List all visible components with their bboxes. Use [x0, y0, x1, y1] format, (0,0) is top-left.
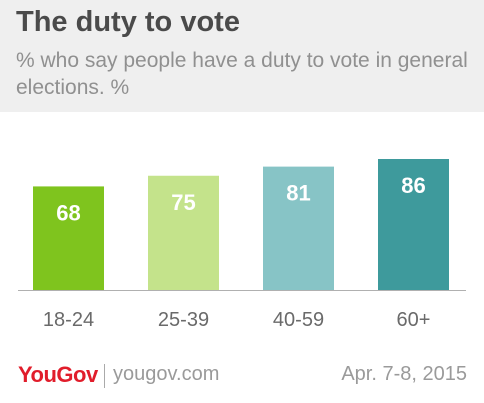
bar-25-39 [148, 175, 219, 290]
bar-value-label: 81 [286, 181, 310, 206]
site-link[interactable]: yougov.com [113, 363, 220, 385]
yougov-logo[interactable]: YouGov [18, 362, 98, 388]
bars-group: 68 75 81 86 [33, 159, 449, 290]
chart-subtitle: % who say people have a duty to vote in … [16, 49, 468, 99]
x-tick-label: 18-24 [43, 309, 94, 331]
chart-title: The duty to vote [16, 6, 240, 38]
x-tick-label: 25-39 [158, 309, 209, 331]
bar-18-24 [33, 186, 104, 290]
bar-value-label: 86 [401, 173, 425, 198]
x-tick-label: 40-59 [273, 309, 324, 331]
bar-value-label: 75 [171, 190, 195, 215]
bar-40-59 [263, 166, 334, 290]
survey-date: Apr. 7-8, 2015 [341, 363, 467, 385]
bar-value-label: 68 [56, 200, 80, 225]
logo-gov-text: Gov [56, 362, 98, 387]
chart-header: The duty to vote % who say people have a… [0, 0, 484, 112]
bar-chart: 68 75 81 86 18-24 25-39 40-59 60+ [18, 159, 466, 331]
bar-60+ [378, 159, 449, 290]
x-tick-label: 60+ [397, 309, 431, 331]
x-tick-labels: 18-24 25-39 40-59 60+ [43, 309, 431, 331]
footer-divider [104, 364, 105, 388]
logo-you-text: You [18, 362, 57, 387]
footer: YouGov yougov.com Apr. 7-8, 2015 [0, 360, 484, 390]
